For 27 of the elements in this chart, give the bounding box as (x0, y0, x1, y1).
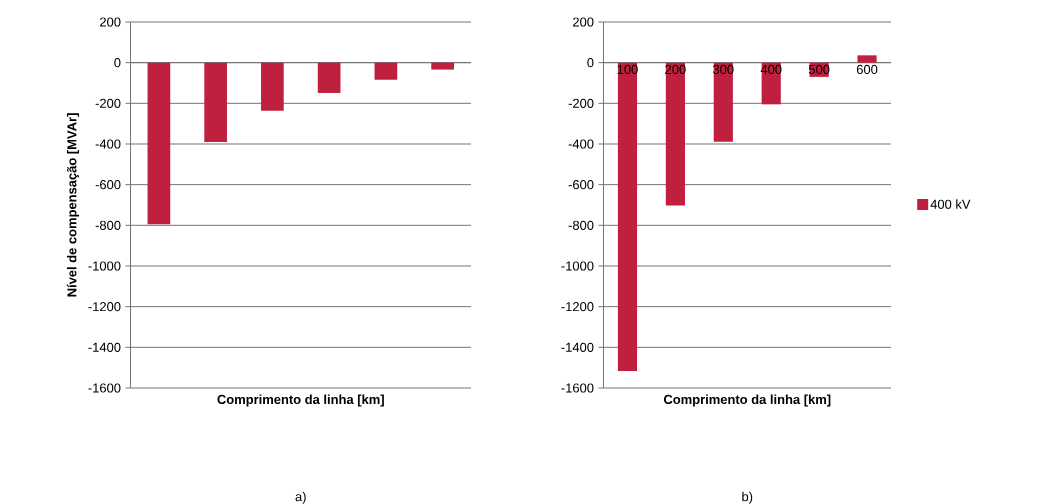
y-tick-label: 200 (573, 17, 594, 27)
y-tick-label: -800 (95, 220, 121, 230)
y-tick-label: -400 (568, 139, 594, 149)
y-tick-label: -1600 (88, 383, 121, 393)
y-tick-label: -1600 (561, 383, 594, 393)
x-axis-title: Comprimento da linha [km] (663, 394, 831, 407)
x-axis-title: Comprimento da linha [km] (217, 394, 384, 407)
text: a) (295, 491, 306, 504)
y-tick-label: 200 (100, 17, 121, 27)
y-tick-label: 0 (587, 58, 594, 68)
y-tick-label: -1000 (88, 261, 121, 271)
y-tick-label: -600 (95, 180, 121, 190)
text: b) (742, 491, 753, 504)
y-tick-label: 0 (114, 58, 121, 68)
y-tick-label: -600 (568, 180, 594, 190)
y-axis-title: Nível de compensação [MVAr] (66, 113, 80, 297)
y-tick-label: -800 (568, 220, 594, 230)
y-tick-label: -1200 (561, 302, 594, 312)
y-tick-label: -1400 (561, 342, 594, 352)
y-tick-label: -200 (568, 98, 594, 108)
y-tick-label: -1200 (88, 302, 121, 312)
legend-label: 400 kV (930, 199, 971, 209)
y-tick-label: -400 (95, 139, 121, 149)
y-tick-label: -200 (95, 98, 121, 108)
x-tick-label: 600 (856, 64, 878, 75)
y-tick-label: -1000 (561, 261, 594, 271)
y-tick-label: -1400 (88, 342, 121, 352)
